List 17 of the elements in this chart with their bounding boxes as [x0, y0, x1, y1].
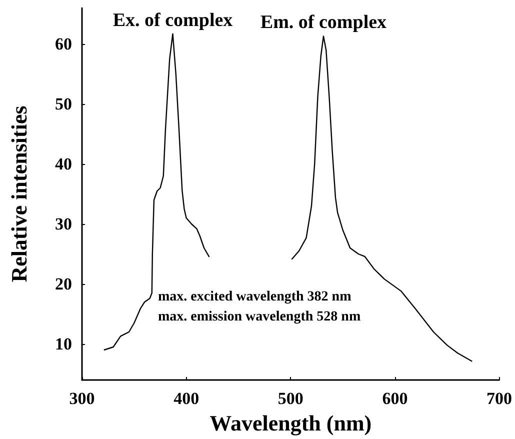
x-tick-label: 700: [486, 389, 512, 408]
annotation: max. emission wavelength 528 nm: [158, 310, 361, 324]
series-label: Ex. of complex: [112, 10, 234, 31]
y-tick-label: 60: [55, 34, 72, 54]
y-tick-label: 10: [55, 334, 72, 354]
y-tick-label: 40: [55, 154, 72, 174]
y-tick-label: 20: [55, 274, 72, 294]
x-tick-label: 500: [278, 389, 304, 408]
x-axis-title: Wavelength (nm): [210, 410, 372, 436]
y-tick-label: 50: [55, 94, 72, 114]
x-tick-label: 300: [69, 389, 95, 408]
series-label: Em. of complex: [260, 12, 388, 34]
x-tick-label: 400: [174, 389, 200, 408]
y-axis-title: Relative intensities: [6, 105, 32, 282]
y-tick-label: 30: [55, 214, 72, 234]
annotation: max. excited wavelength 382 nm: [158, 290, 352, 304]
x-tick-label: 600: [382, 389, 408, 408]
